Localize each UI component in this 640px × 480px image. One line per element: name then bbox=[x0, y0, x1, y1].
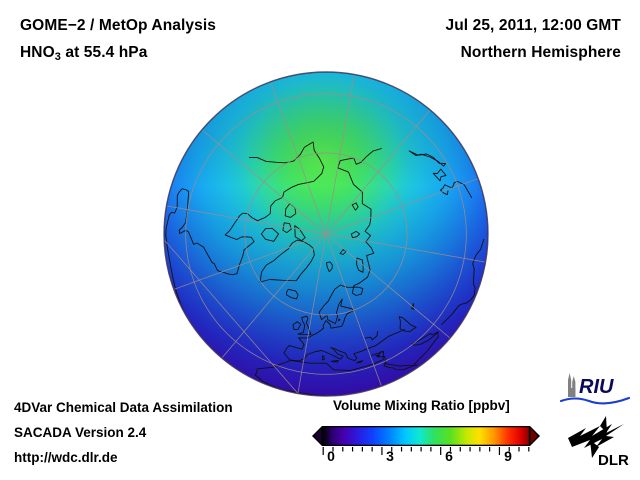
method-label: 4DVar Chemical Data Assimilation bbox=[14, 400, 233, 415]
riu-wave-icon bbox=[559, 396, 631, 405]
species-pressure-label: HNO3 at 55.4 hPa bbox=[20, 44, 147, 63]
riu-towers-icon bbox=[568, 373, 576, 397]
colorbar-over-arrow bbox=[530, 428, 538, 444]
version-label: SACADA Version 2.4 bbox=[14, 425, 147, 440]
pressure-level: at 55.4 hPa bbox=[60, 44, 148, 61]
colorbar-tick-label-3: 3 bbox=[386, 448, 394, 464]
globe-outline bbox=[163, 71, 489, 397]
dlr-logo: DLR bbox=[566, 414, 634, 470]
coastlines bbox=[165, 141, 485, 396]
colorbar-tick-label-9: 9 bbox=[504, 448, 512, 464]
date-time-label: Jul 25, 2011, 12:00 GMT bbox=[445, 17, 621, 34]
dlr-wordmark: DLR bbox=[598, 452, 629, 469]
species-name: HNO bbox=[20, 44, 55, 61]
colorbar-title: Volume Mixing Ratio [ppbv] bbox=[333, 398, 510, 413]
colorbar-tick-label-0: 0 bbox=[327, 448, 335, 464]
page-title: GOME−2 / MetOp Analysis bbox=[20, 17, 216, 34]
colorbar-under-arrow bbox=[314, 428, 322, 444]
website-url[interactable]: http://wdc.dlr.de bbox=[14, 450, 118, 465]
colorbar-ticks bbox=[322, 447, 530, 455]
riu-logo: RIU bbox=[559, 371, 633, 407]
hemisphere-label: Northern Hemisphere bbox=[460, 44, 621, 61]
globe-map bbox=[160, 68, 496, 404]
map-overlay bbox=[164, 74, 488, 396]
colorbar bbox=[310, 422, 542, 474]
riu-wordmark: RIU bbox=[579, 376, 614, 398]
colorbar-tick-label-6: 6 bbox=[445, 448, 453, 464]
species-subscript: 3 bbox=[54, 51, 61, 63]
dlr-mark-icon bbox=[568, 416, 624, 458]
colorbar-gradient bbox=[323, 427, 529, 445]
